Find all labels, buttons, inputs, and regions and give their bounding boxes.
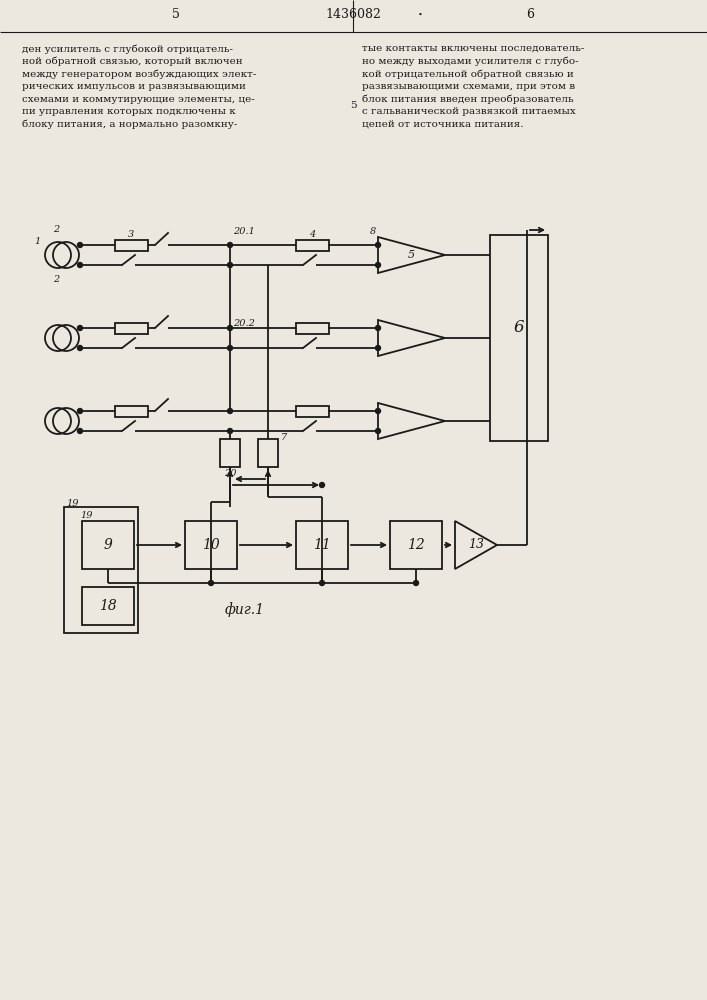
Text: 10: 10 [202, 538, 220, 552]
Bar [115, 322, 148, 334]
Circle shape [414, 580, 419, 585]
Text: 4: 4 [310, 230, 315, 239]
Text: 20.1: 20.1 [233, 227, 255, 235]
Bar [82, 587, 134, 625]
Text: 9: 9 [103, 538, 112, 552]
Text: 1436082: 1436082 [325, 8, 381, 21]
Text: 13: 13 [468, 538, 484, 552]
Circle shape [320, 483, 325, 488]
Circle shape [375, 408, 380, 414]
Text: 11: 11 [313, 538, 331, 552]
Bar [115, 239, 148, 250]
Circle shape [228, 428, 233, 434]
Text: 2: 2 [53, 225, 59, 233]
Text: ден усилитель с глубокой отрицатель-
ной обратной связью, который включен
между : ден усилитель с глубокой отрицатель- ной… [22, 44, 257, 129]
Bar [296, 239, 329, 250]
Bar [490, 235, 548, 441]
Bar [115, 406, 148, 416]
Text: 1: 1 [35, 237, 41, 246]
Text: 6: 6 [526, 8, 534, 21]
Text: 5: 5 [351, 101, 357, 109]
Text: 20: 20 [223, 468, 236, 478]
Circle shape [78, 242, 83, 247]
Text: 19: 19 [66, 498, 78, 508]
Circle shape [228, 326, 233, 330]
Bar [185, 521, 237, 569]
Circle shape [228, 262, 233, 267]
Circle shape [320, 580, 325, 585]
Circle shape [375, 346, 380, 351]
Circle shape [375, 242, 380, 247]
Bar [258, 439, 278, 467]
Circle shape [78, 408, 83, 414]
Text: 2: 2 [53, 274, 59, 284]
Circle shape [375, 326, 380, 330]
Circle shape [228, 242, 233, 247]
Text: 8: 8 [370, 227, 376, 235]
Bar [296, 521, 348, 569]
Text: фиг.1: фиг.1 [225, 603, 265, 617]
Circle shape [78, 428, 83, 434]
Circle shape [209, 580, 214, 585]
Text: 18: 18 [99, 599, 117, 613]
Text: •: • [418, 11, 423, 19]
Bar [390, 521, 442, 569]
Bar [220, 439, 240, 467]
Circle shape [78, 326, 83, 330]
Circle shape [228, 346, 233, 351]
Circle shape [228, 408, 233, 414]
Bar [296, 322, 329, 334]
Bar [82, 521, 134, 569]
Circle shape [78, 346, 83, 351]
Bar [64, 507, 138, 633]
Text: 12: 12 [407, 538, 425, 552]
Text: 20.2: 20.2 [233, 318, 255, 328]
Circle shape [78, 262, 83, 267]
Bar [296, 406, 329, 416]
Text: 6: 6 [514, 320, 525, 336]
Text: 19: 19 [80, 510, 93, 520]
Text: 5: 5 [408, 250, 415, 260]
Text: 3: 3 [129, 230, 134, 239]
Circle shape [375, 428, 380, 434]
Circle shape [375, 262, 380, 267]
Text: 5: 5 [172, 8, 180, 21]
Text: тые контакты включены последователь-
но между выходами усилителя с глубо-
кой от: тые контакты включены последователь- но … [362, 44, 585, 128]
Text: 7: 7 [281, 432, 287, 442]
